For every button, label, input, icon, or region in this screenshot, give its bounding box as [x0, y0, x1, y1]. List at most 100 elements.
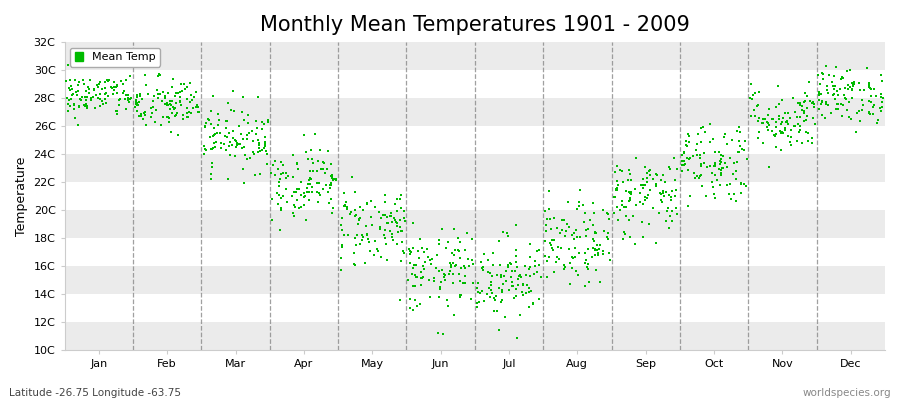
Point	[378, 212, 392, 219]
Point	[494, 299, 508, 305]
Point	[175, 88, 189, 95]
Point	[348, 262, 363, 268]
Point	[267, 172, 282, 178]
Point	[643, 167, 657, 173]
Point	[572, 234, 587, 240]
Point	[138, 112, 152, 118]
Point	[475, 265, 490, 272]
Point	[755, 120, 770, 126]
Point	[783, 114, 797, 121]
Point	[260, 150, 274, 157]
Point	[103, 76, 117, 83]
Point	[173, 94, 187, 101]
Point	[586, 222, 600, 229]
Point	[69, 88, 84, 95]
Point	[297, 194, 311, 200]
Point	[91, 84, 105, 90]
Point	[717, 134, 732, 141]
Point	[622, 217, 636, 224]
Point	[519, 272, 534, 279]
Point	[324, 160, 338, 167]
Point	[655, 188, 670, 194]
Point	[621, 198, 635, 204]
Point	[624, 189, 638, 195]
Point	[451, 234, 465, 241]
Point	[368, 204, 382, 210]
Point	[538, 253, 553, 259]
Point	[423, 257, 437, 263]
Point	[209, 139, 223, 145]
Point	[222, 152, 237, 158]
Point	[324, 172, 338, 178]
Point	[427, 278, 441, 284]
Point	[653, 190, 668, 197]
Point	[571, 272, 585, 278]
Point	[394, 238, 409, 245]
Point	[135, 96, 149, 103]
Point	[693, 173, 707, 179]
Point	[484, 282, 499, 288]
Point	[676, 150, 690, 157]
Point	[615, 198, 629, 204]
Point	[769, 104, 783, 110]
Point	[406, 283, 420, 289]
Point	[707, 163, 722, 170]
Point	[381, 220, 395, 226]
Point	[608, 194, 622, 200]
Point	[663, 194, 678, 200]
Point	[811, 72, 825, 79]
Point	[302, 175, 317, 182]
Point	[403, 248, 418, 254]
Point	[518, 263, 532, 269]
Point	[544, 226, 558, 232]
Point	[383, 210, 398, 216]
Point	[324, 172, 338, 179]
Point	[129, 100, 143, 107]
Point	[628, 155, 643, 162]
Point	[453, 254, 467, 261]
Point	[718, 131, 733, 138]
Point	[112, 102, 127, 108]
Point	[414, 281, 428, 288]
Point	[179, 105, 194, 111]
Point	[781, 110, 796, 117]
Point	[662, 192, 677, 198]
Point	[837, 92, 851, 98]
Point	[723, 154, 737, 161]
Point	[670, 166, 685, 172]
Point	[861, 98, 876, 104]
Point	[712, 166, 726, 172]
Point	[762, 106, 777, 112]
Point	[550, 253, 564, 260]
Point	[851, 80, 866, 86]
Point	[540, 258, 554, 265]
Point	[225, 142, 239, 148]
Point	[437, 277, 452, 284]
Text: Latitude -26.75 Longitude -63.75: Latitude -26.75 Longitude -63.75	[9, 388, 181, 398]
Point	[679, 142, 693, 148]
Point	[681, 139, 696, 146]
Point	[841, 86, 855, 92]
Point	[325, 173, 339, 180]
Point	[484, 273, 499, 279]
Point	[511, 272, 526, 279]
Point	[760, 124, 774, 130]
Point	[301, 181, 315, 187]
Point	[778, 127, 792, 133]
Point	[390, 223, 404, 230]
Point	[344, 209, 358, 216]
Point	[846, 82, 860, 88]
Point	[388, 201, 402, 207]
Point	[435, 267, 449, 273]
Point	[689, 141, 704, 148]
Point	[589, 267, 603, 273]
Point	[720, 182, 734, 188]
Point	[869, 93, 884, 100]
Point	[770, 131, 784, 137]
Point	[230, 142, 244, 148]
Point	[176, 112, 190, 118]
Point	[197, 151, 211, 157]
Point	[808, 121, 823, 128]
Point	[558, 232, 572, 239]
Point	[217, 141, 231, 147]
